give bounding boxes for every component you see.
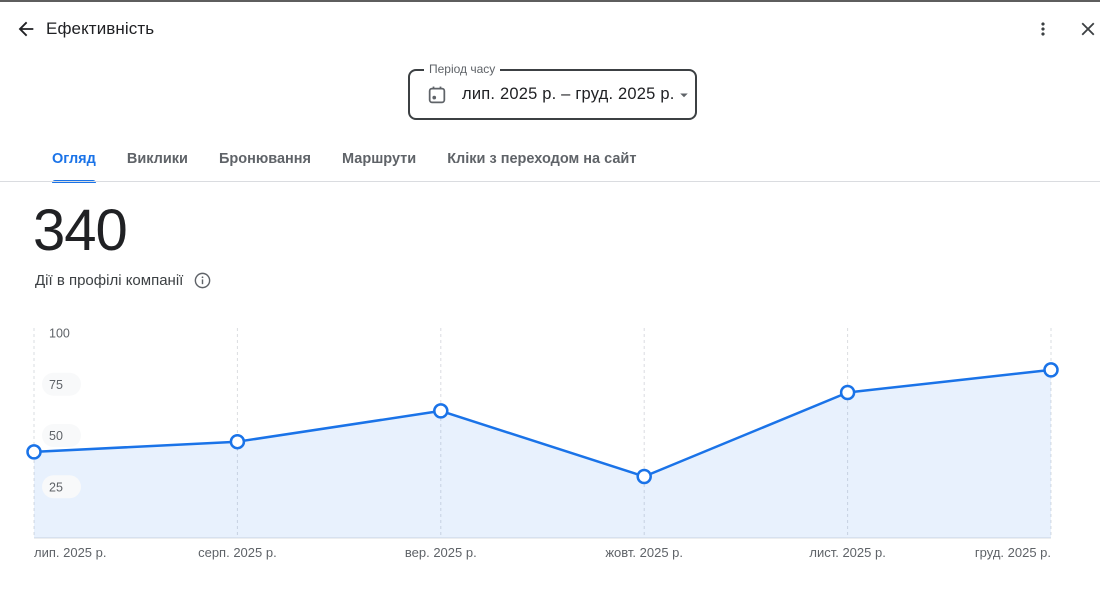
date-range-picker[interactable]: Період часу лип. 2025 р. – груд. 2025 р.	[408, 62, 697, 120]
tab-calls[interactable]: Виклики	[127, 148, 188, 182]
area-fill	[34, 369, 1051, 538]
x-tick-label: жовт. 2025 р.	[605, 545, 683, 560]
tab-label: Виклики	[126, 151, 188, 167]
more-options-button[interactable]	[1023, 9, 1063, 49]
close-button[interactable]	[1068, 9, 1100, 49]
tab-bar: Огляд Виклики Бронювання Маршрути Кліки …	[52, 148, 636, 183]
tab-label: Огляд	[52, 151, 96, 167]
info-icon	[193, 271, 212, 290]
tab-website-clicks[interactable]: Кліки з переходом на сайт	[447, 148, 636, 182]
data-point[interactable]	[433, 403, 449, 419]
x-tick-label: серп. 2025 р.	[198, 545, 277, 560]
data-point[interactable]	[229, 433, 246, 450]
tab-label: Кліки з переходом на сайт	[447, 151, 637, 167]
back-button[interactable]	[6, 9, 46, 49]
data-point[interactable]	[1043, 362, 1059, 378]
close-icon	[1077, 18, 1099, 40]
arrow-left-icon	[15, 18, 37, 40]
page-title: Ефективність	[46, 19, 155, 38]
tab-overview[interactable]: Огляд	[52, 148, 96, 183]
performance-chart: 25 50 75 100 лип. 2025 р. серп. 2025 р. вер. 2…	[26, 327, 1059, 560]
x-tick-label: вер. 2025 р.	[405, 545, 477, 560]
metric-label: Дії в профілі компанії	[35, 272, 184, 289]
chart-container: 25 50 75 100 лип. 2025 р. серп. 2025 р. вер. 2…	[0, 324, 1100, 574]
info-button[interactable]	[193, 271, 212, 290]
kebab-menu-icon	[1033, 19, 1053, 39]
tab-label: Маршрути	[342, 151, 417, 167]
data-point[interactable]	[636, 468, 652, 485]
dropdown-arrow-icon	[675, 86, 693, 104]
tab-label: Бронювання	[218, 151, 312, 167]
date-range-value: лип. 2025 р. – груд. 2025 р.	[462, 85, 675, 103]
calendar-icon	[426, 84, 448, 106]
tick-label-pill	[42, 424, 81, 447]
x-tick-label: лист. 2025 р.	[809, 545, 885, 560]
metric-value: 340	[33, 198, 128, 263]
x-tick-label: лип. 2025 р.	[34, 545, 106, 560]
y-tick-label: 75	[49, 378, 63, 392]
y-tick-label: 50	[49, 429, 63, 443]
y-tick-label: 25	[49, 480, 63, 494]
tab-directions[interactable]: Маршрути	[342, 148, 416, 182]
date-picker-label: Період часу	[424, 62, 501, 76]
trend-line	[33, 368, 1052, 478]
tick-label-pill	[42, 372, 81, 396]
tabs-divider	[0, 181, 1100, 182]
y-tick-label: 100	[49, 327, 70, 341]
metric-label-row: Дії в профілі компанії	[35, 271, 212, 290]
data-point[interactable]	[839, 384, 856, 401]
x-tick-label: груд. 2025 р.	[975, 545, 1051, 560]
tick-label-pill	[42, 475, 81, 499]
data-point[interactable]	[26, 444, 42, 460]
tab-bookings[interactable]: Бронювання	[219, 148, 311, 182]
